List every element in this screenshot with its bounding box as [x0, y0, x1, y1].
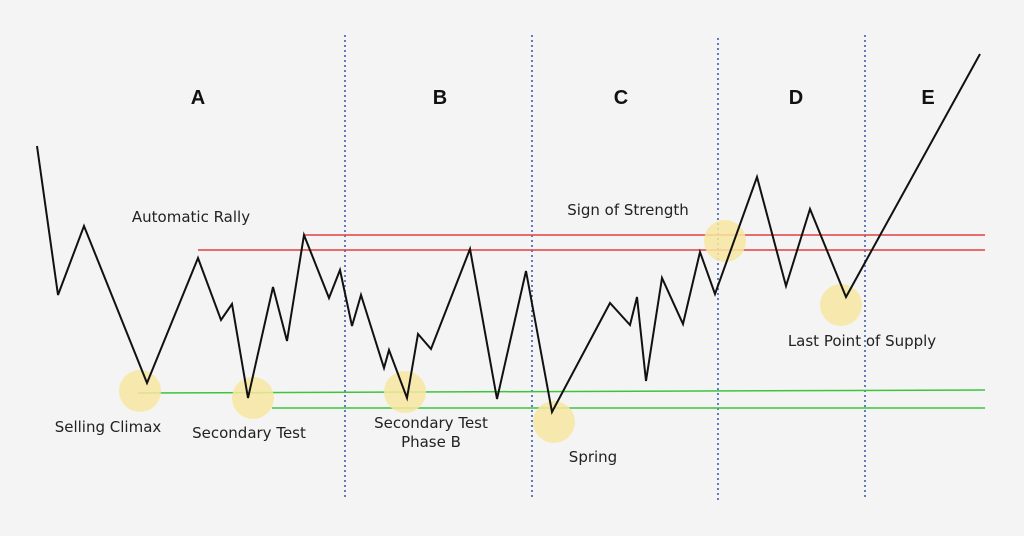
label-secondary-test-phase-b-line1: Secondary Test: [374, 414, 488, 432]
highlight-secondary-test: [232, 377, 274, 419]
support-line-upper: [137, 389, 986, 394]
resistance-lines: [198, 234, 985, 251]
label-sign-of-strength: Sign of Strength: [567, 201, 689, 219]
label-secondary-test-phase-b-line2: Phase B: [401, 433, 461, 451]
phase-dividers: [344, 35, 866, 500]
phase-label-a: A: [191, 87, 205, 109]
highlight-spring: [533, 401, 575, 443]
event-highlights: [119, 220, 862, 443]
label-automatic-rally: Automatic Rally: [132, 208, 250, 226]
support-lines: [137, 389, 986, 409]
highlight-last-point-of-supply: [820, 284, 862, 326]
label-secondary-test: Secondary Test: [192, 424, 306, 442]
phase-label-d: D: [789, 87, 803, 109]
phase-label-c: C: [614, 87, 628, 109]
phase-label-e: E: [921, 87, 934, 109]
highlight-sign-of-strength: [704, 220, 746, 262]
label-spring: Spring: [569, 448, 617, 466]
label-last-point-of-supply: Last Point of Supply: [788, 332, 936, 350]
phase-labels: A B C D E: [191, 87, 935, 109]
highlight-selling-climax: [119, 370, 161, 412]
event-labels: Automatic Rally Sign of Strength Selling…: [55, 201, 937, 466]
label-selling-climax: Selling Climax: [55, 418, 162, 436]
phase-label-b: B: [433, 87, 447, 109]
price-path: [36, 53, 981, 416]
